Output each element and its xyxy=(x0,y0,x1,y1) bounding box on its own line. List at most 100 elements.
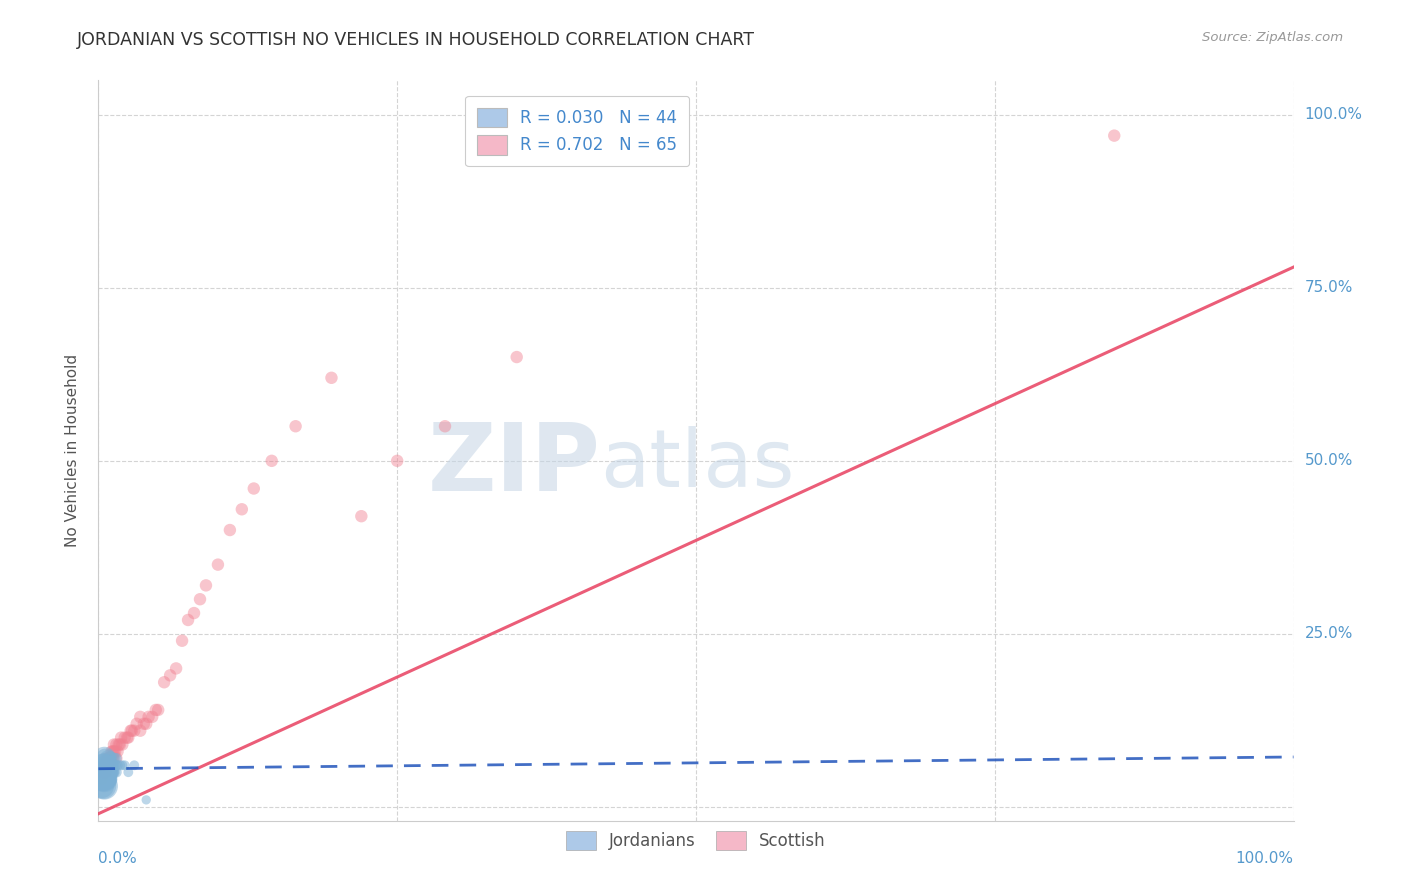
Point xyxy=(172,633,194,648)
Point xyxy=(159,668,181,682)
Point xyxy=(96,772,118,786)
Point xyxy=(98,772,121,786)
Text: 0.0%: 0.0% xyxy=(98,851,138,866)
Point xyxy=(94,765,117,780)
Point xyxy=(98,751,121,765)
Legend: Jordanians, Scottish: Jordanians, Scottish xyxy=(555,822,837,861)
Point xyxy=(108,758,131,772)
Point xyxy=(93,765,115,780)
Point xyxy=(93,765,115,780)
Point xyxy=(103,738,125,752)
Point xyxy=(260,454,283,468)
Point xyxy=(434,419,457,434)
Point xyxy=(93,758,115,772)
Point xyxy=(188,592,211,607)
Point xyxy=(91,765,114,780)
Point xyxy=(98,758,122,772)
Point xyxy=(94,758,117,772)
Point xyxy=(135,716,157,731)
Text: atlas: atlas xyxy=(600,426,794,504)
Point xyxy=(207,558,229,572)
Point xyxy=(107,744,129,758)
Point xyxy=(100,751,122,765)
Point xyxy=(100,765,122,780)
Point xyxy=(98,758,121,772)
Text: 75.0%: 75.0% xyxy=(1305,280,1353,295)
Point xyxy=(91,765,114,780)
Y-axis label: No Vehicles in Household: No Vehicles in Household xyxy=(65,354,80,547)
Point xyxy=(117,765,139,780)
Point xyxy=(94,758,117,772)
Text: 25.0%: 25.0% xyxy=(1305,626,1353,641)
Point xyxy=(94,772,117,786)
Point xyxy=(93,758,115,772)
Point xyxy=(124,758,146,772)
Point xyxy=(153,675,176,690)
Point xyxy=(111,738,134,752)
Point xyxy=(145,703,167,717)
Point xyxy=(121,723,143,738)
Point xyxy=(91,779,114,793)
Point xyxy=(98,751,122,765)
Point xyxy=(98,751,122,765)
Point xyxy=(101,765,124,780)
Point xyxy=(104,744,127,758)
Point xyxy=(114,758,136,772)
Point xyxy=(105,751,128,765)
Point xyxy=(129,710,152,724)
Point xyxy=(243,482,266,496)
Point xyxy=(96,765,118,780)
Point xyxy=(105,751,128,765)
Point xyxy=(91,765,114,780)
Point xyxy=(93,772,115,786)
Point xyxy=(135,793,157,807)
Text: Source: ZipAtlas.com: Source: ZipAtlas.com xyxy=(1202,31,1343,45)
Point xyxy=(350,509,373,524)
Point xyxy=(91,758,114,772)
Point xyxy=(91,765,114,780)
Point xyxy=(107,758,129,772)
Point xyxy=(97,751,120,765)
Point xyxy=(101,758,124,772)
Point xyxy=(132,716,155,731)
Point xyxy=(183,606,205,620)
Point xyxy=(120,723,142,738)
Point xyxy=(96,758,118,772)
Point xyxy=(97,758,120,772)
Point xyxy=(97,751,120,765)
Point xyxy=(103,765,125,780)
Point xyxy=(108,738,131,752)
Point xyxy=(1104,128,1126,143)
Point xyxy=(177,613,200,627)
Point xyxy=(101,744,124,758)
Point xyxy=(110,731,132,745)
Point xyxy=(98,765,122,780)
Point xyxy=(117,731,139,745)
Text: 100.0%: 100.0% xyxy=(1305,107,1362,122)
Point xyxy=(97,758,120,772)
Point xyxy=(91,772,114,786)
Point xyxy=(105,765,128,780)
Point xyxy=(98,758,122,772)
Point xyxy=(91,779,114,793)
Point xyxy=(141,710,163,724)
Point xyxy=(129,723,152,738)
Point xyxy=(91,772,114,786)
Point xyxy=(98,765,121,780)
Point xyxy=(138,710,160,724)
Point xyxy=(115,731,138,745)
Point xyxy=(114,731,136,745)
Point xyxy=(124,723,146,738)
Point xyxy=(148,703,170,717)
Point xyxy=(101,751,124,765)
Point xyxy=(91,758,114,772)
Point xyxy=(93,751,115,765)
Point xyxy=(105,738,128,752)
Point xyxy=(125,716,148,731)
Point xyxy=(111,758,134,772)
Point xyxy=(195,578,218,592)
Point xyxy=(94,765,117,780)
Point xyxy=(103,744,125,758)
Point xyxy=(165,661,187,675)
Point xyxy=(104,758,127,772)
